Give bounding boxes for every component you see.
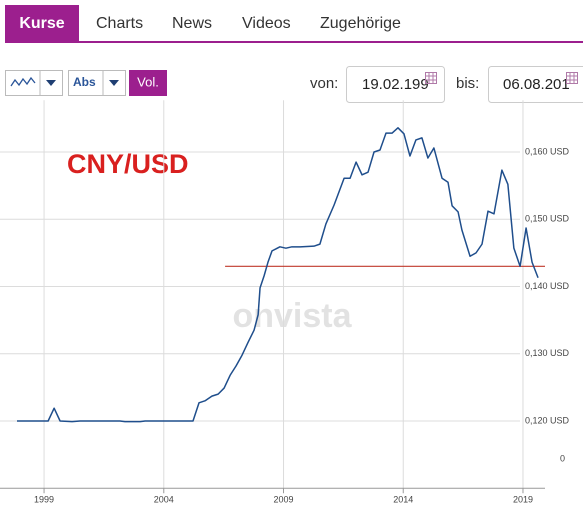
tab[interactable]: Zugehörige — [320, 15, 401, 32]
plot: 0,160 USD 0,150 USD 0,140 USD 0,130 USD 0,12… — [0, 100, 570, 505]
chart-type-dropdown[interactable] — [5, 70, 63, 96]
calendar-grid — [566, 73, 578, 84]
vol-label[interactable]: Vol. — [137, 74, 159, 89]
y-tick-label: 0,140 USD — [525, 281, 570, 291]
calendar-grid — [425, 73, 437, 84]
x-tick-label: 2014 — [393, 495, 413, 505]
tab[interactable]: Videos — [242, 15, 291, 32]
tab[interactable]: News — [172, 15, 212, 32]
y-tick-label: 0,160 USD — [525, 146, 570, 156]
from-date[interactable]: 19.02.199 — [362, 76, 429, 93]
tab[interactable]: Kurse — [19, 15, 64, 32]
to-label: bis: — [456, 75, 479, 92]
line-icon — [10, 76, 36, 87]
abs-dropdown[interactable]: Abs — [68, 70, 126, 96]
y-tick-label: 0,130 USD — [525, 348, 570, 358]
price-line — [17, 127, 539, 423]
watermark: onvista — [232, 297, 352, 335]
tab[interactable]: Charts — [96, 15, 143, 32]
x-tick-label: 2019 — [513, 495, 533, 505]
x-tick-label: 2004 — [154, 495, 174, 505]
to-date-input[interactable] — [488, 66, 583, 103]
vol-button[interactable] — [129, 70, 167, 96]
dropdown-arrow — [109, 80, 119, 86]
calendar-frame — [425, 72, 437, 84]
chart-title: CNY/USD — [67, 149, 189, 179]
dropdown-arrow — [46, 80, 56, 86]
abs-label: Abs — [73, 75, 96, 89]
to-date[interactable]: 06.08.201 — [503, 76, 570, 93]
active-tab-bg — [5, 5, 79, 42]
calendar-icon[interactable] — [425, 72, 437, 85]
y-tick-label: 0,120 USD — [525, 415, 570, 425]
calendar-frame — [566, 72, 578, 84]
x-tick-label: 1999 — [34, 495, 54, 505]
x-tick-label: 2009 — [273, 495, 293, 505]
volume-axis-label: 0 — [560, 453, 565, 463]
from-date-input[interactable] — [346, 66, 445, 103]
from-label: von: — [310, 75, 338, 92]
calendar-icon[interactable] — [566, 72, 578, 85]
dropdown-box — [5, 70, 63, 96]
y-tick-label: 0,150 USD — [525, 214, 570, 224]
